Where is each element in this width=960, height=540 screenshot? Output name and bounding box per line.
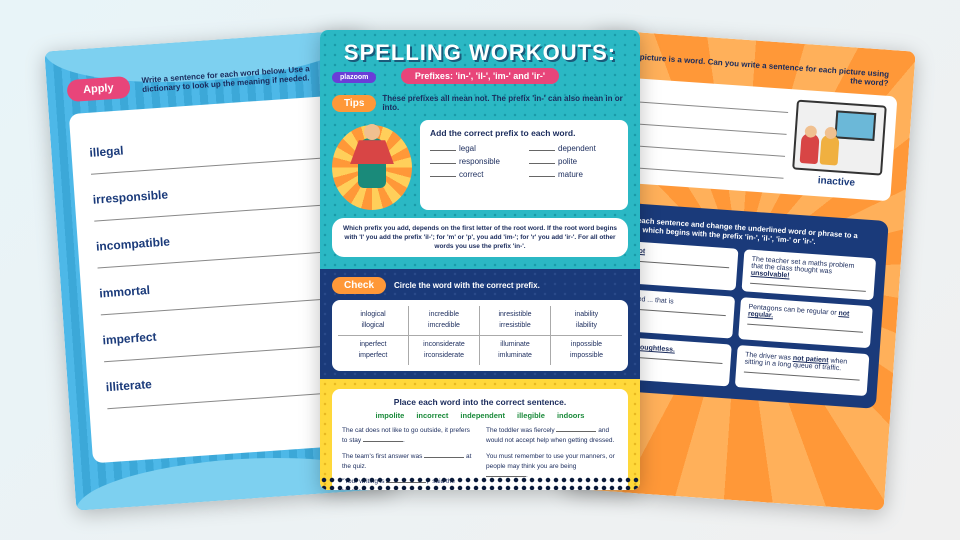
tv-icon: [834, 110, 876, 141]
check-card: inlogicalillogicalincredibleimcrediblein…: [332, 300, 628, 371]
prefix-item[interactable]: dependent: [529, 144, 618, 153]
superhero-illustration: [332, 120, 412, 210]
sentence-title: Place each word into the correct sentenc…: [342, 397, 618, 407]
check-cell[interactable]: inconsiderateirconsiderate: [409, 336, 480, 365]
picture-word-label: inactive: [791, 173, 882, 190]
page-subtitle: Prefixes: 'in-', 'il-', 'im-' and 'ir-': [401, 68, 559, 84]
picture-card: inactive: [601, 76, 898, 201]
sentence-item[interactable]: The toddler was fiercely and would not a…: [486, 426, 618, 446]
picture-inactive: [792, 100, 887, 176]
prefix-item[interactable]: mature: [529, 170, 618, 179]
word-bank-word: impolite: [376, 411, 405, 420]
word-entry[interactable]: irresponsible: [92, 176, 337, 222]
synonym-card[interactable]: The teacher set a maths problem that the…: [742, 249, 877, 300]
word-bank-word: independent: [460, 411, 505, 420]
tips-tab: Tips: [332, 95, 376, 112]
word-bank-word: incorrect: [416, 411, 448, 420]
kid-icon: [820, 134, 840, 165]
worksheet-center: SPELLING WORKOUTS: Prefixes: 'in-', 'il-…: [320, 30, 640, 490]
word-entry[interactable]: immortal: [99, 269, 344, 315]
check-tab: Check: [332, 277, 386, 294]
word-entry[interactable]: illiterate: [105, 363, 350, 409]
check-cell[interactable]: inlogicalillogical: [338, 306, 409, 336]
answer-line[interactable]: [616, 91, 788, 113]
prefix-item[interactable]: polite: [529, 157, 618, 166]
prefix-item[interactable]: correct: [430, 170, 519, 179]
sentence-item[interactable]: The team's first answer was at the quiz.: [342, 452, 474, 472]
rule-bubble: Which prefix you add, depends on the fir…: [332, 218, 628, 257]
prefix-card-title: Add the correct prefix to each word.: [430, 128, 618, 138]
word-bank-word: indoors: [557, 411, 585, 420]
sentence-item[interactable]: The cat does not like to go outside, it …: [342, 426, 474, 446]
prefix-item[interactable]: legal: [430, 144, 519, 153]
header-panel: SPELLING WORKOUTS: Prefixes: 'in-', 'il-…: [320, 30, 640, 269]
word-entry[interactable]: imperfect: [102, 316, 347, 362]
apply-tab: Apply: [66, 76, 130, 102]
apply-instruction: Write a sentence for each word below. Us…: [141, 63, 322, 94]
word-entry[interactable]: illegal: [89, 129, 334, 175]
synonym-card[interactable]: The driver was not patient when sitting …: [735, 345, 870, 396]
check-panel: Check Circle the word with the correct p…: [320, 269, 640, 379]
check-instruction: Circle the word with the correct prefix.: [394, 281, 540, 290]
prefix-item[interactable]: responsible: [430, 157, 519, 166]
check-cell[interactable]: illuminateimluminate: [480, 336, 551, 365]
kid-icon: [800, 133, 820, 164]
check-cell[interactable]: inperfectimperfect: [338, 336, 409, 365]
check-cell[interactable]: inpossibleimpossible: [551, 336, 622, 365]
prefix-exercise-card: Add the correct prefix to each word. leg…: [420, 120, 628, 210]
page-title: SPELLING WORKOUTS:: [332, 40, 628, 66]
tips-text: These prefixes all mean not. The prefix …: [382, 94, 628, 112]
check-cell[interactable]: inabilityilability: [551, 306, 622, 336]
word-entry[interactable]: incompatible: [96, 223, 341, 269]
check-cell[interactable]: inresistibleirresistible: [480, 306, 551, 336]
halftone-border: [320, 476, 640, 490]
word-bank-word: illegible: [517, 411, 545, 420]
check-cell[interactable]: incredibleimcredible: [409, 306, 480, 336]
sentence-card: Place each word into the correct sentenc…: [332, 389, 628, 490]
brand-badge: plazoom: [332, 72, 376, 83]
synonym-card[interactable]: Pentagons can be regular or not regular.: [738, 297, 873, 348]
sentence-panel: Place each word into the correct sentenc…: [320, 379, 640, 490]
answer-line[interactable]: [615, 113, 787, 135]
